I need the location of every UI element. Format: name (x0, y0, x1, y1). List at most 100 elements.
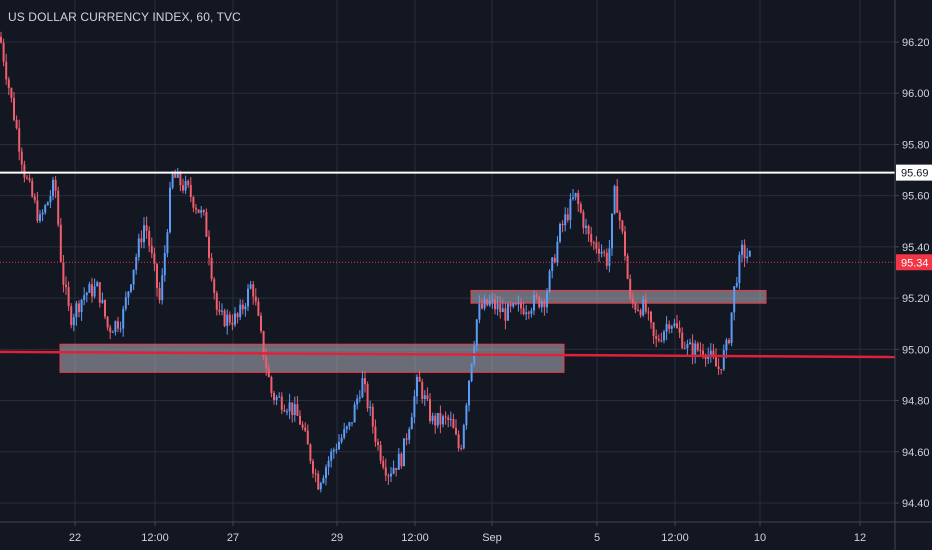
candle-body (426, 395, 429, 400)
y-tick-label: 94.80 (902, 396, 930, 408)
candle-body (678, 327, 681, 333)
candle-body (741, 244, 743, 255)
candle-body (189, 184, 192, 198)
candle-body (715, 357, 717, 367)
candle-body (481, 303, 483, 309)
candle-body (124, 297, 127, 309)
candle-body (192, 197, 195, 208)
candle-body (228, 314, 231, 323)
x-tick-label: 5 (594, 532, 600, 544)
candle-body (400, 453, 403, 467)
candle-body (106, 316, 109, 328)
candle-body (343, 429, 346, 438)
candle-body (338, 441, 340, 450)
candle-body (270, 376, 273, 394)
candle-body (418, 376, 421, 382)
candle-body (689, 342, 691, 345)
y-tick-label: 94.60 (902, 447, 930, 459)
candle-body (364, 378, 366, 385)
candle-body (0, 36, 2, 43)
candle-body (325, 467, 327, 479)
candle-body (733, 286, 736, 313)
y-tick-label: 95.80 (902, 139, 930, 151)
candle-body (629, 278, 632, 299)
resistance-price-tag (896, 164, 932, 181)
candle-body (660, 340, 663, 342)
candle-body (309, 444, 312, 462)
candle-body (382, 460, 385, 468)
candle-body (65, 284, 67, 288)
candle-body (670, 326, 673, 329)
candle-body (135, 257, 138, 270)
candle-body (676, 323, 678, 328)
candle-body (403, 438, 405, 467)
candle-body (655, 336, 658, 339)
zones (59, 289, 767, 373)
candle-body (590, 234, 593, 243)
candle-body (413, 396, 416, 418)
candle-body (720, 369, 723, 371)
candle-body (163, 253, 166, 276)
candle-body (83, 295, 86, 300)
candle-body (600, 251, 603, 254)
candle-body (691, 342, 694, 357)
candle-body (7, 79, 10, 89)
candle-body (722, 350, 725, 370)
candle-body (345, 426, 348, 430)
candle-body (260, 315, 262, 332)
candle-body (114, 321, 117, 332)
candle-body (546, 291, 548, 308)
candle-body (150, 245, 153, 254)
candle-body (348, 422, 351, 427)
candle-body (501, 308, 504, 313)
candle-body (449, 419, 452, 421)
candle-body (241, 304, 244, 310)
candle-body (439, 412, 442, 425)
candle-body (195, 207, 197, 210)
candle-body (520, 302, 522, 309)
candle-body (728, 340, 730, 344)
candle-body (33, 196, 36, 201)
candle-body (5, 61, 8, 80)
candle-body (556, 241, 559, 263)
candle-body (70, 306, 73, 326)
candle-body (176, 172, 179, 178)
candle-body (603, 251, 606, 253)
last-price-label: 95.34 (901, 257, 929, 269)
candle-body (444, 416, 447, 418)
candle-body (358, 397, 361, 399)
candle-body (208, 236, 210, 258)
candle-body (137, 238, 140, 258)
candle-body (566, 214, 569, 221)
candle-body (156, 263, 158, 288)
candle-body (202, 210, 205, 212)
candle-body (239, 304, 242, 318)
candles (0, 31, 751, 493)
candle-body (569, 198, 572, 221)
candle-body (306, 430, 309, 445)
candle-body (366, 384, 369, 409)
candle-body (527, 312, 530, 314)
candle-body (525, 312, 528, 315)
candle-body (577, 192, 580, 205)
candle-body (332, 449, 335, 452)
candle-body (702, 350, 704, 356)
candle-body (301, 424, 304, 428)
candle-body (455, 428, 457, 435)
candle-body (725, 340, 728, 351)
candle-body (553, 257, 556, 263)
candle-body (384, 467, 387, 476)
candle-body (652, 322, 655, 337)
candle-body (351, 422, 353, 424)
candle-body (218, 309, 221, 312)
candle-body (738, 254, 741, 283)
candle-body (616, 186, 619, 213)
candle-body (574, 192, 577, 198)
candle-body (46, 202, 49, 206)
candle-body (49, 196, 52, 203)
last-price-tag (896, 254, 932, 271)
x-tick-label: Sep (482, 532, 502, 544)
candle-body (215, 292, 218, 310)
candle-body (57, 190, 60, 225)
